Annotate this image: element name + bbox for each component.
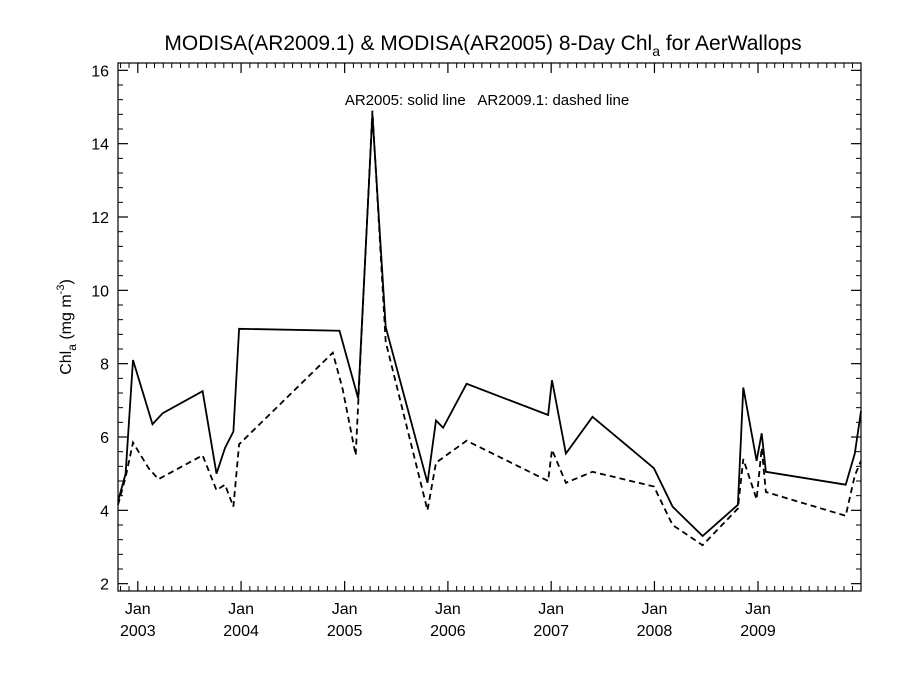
series-line-solid (117, 114, 862, 538)
y-tick-label: 12 (91, 210, 109, 227)
y-axis-label-exponent: -3 (55, 285, 67, 295)
y-axis-label-close: ) (58, 279, 75, 284)
y-tick-label: 10 (91, 283, 109, 300)
y-axis-label-subscript: a (65, 344, 79, 351)
y-axis-label-unit: (mg m (58, 294, 75, 344)
chart-title-subscript: a (652, 43, 660, 59)
y-tick-label: 16 (91, 63, 109, 80)
y-tick-label: 6 (100, 430, 109, 447)
series-line-dashed (117, 110, 862, 547)
x-tick-label-month: Jan (125, 601, 151, 618)
x-tick-label-year: 2008 (637, 623, 673, 640)
x-tick-label-year: 2004 (223, 623, 259, 640)
chart-title: MODISA(AR2009.1) & MODISA(AR2005) 8-Day … (164, 32, 801, 59)
x-tick-label-month: Jan (642, 601, 668, 618)
y-tick-label: 2 (100, 577, 109, 594)
y-axis-label-main: Chl (58, 351, 75, 375)
axes-group: 2 4 6 8 10 12 14 16 Jan 2003 Jan 2004 Jan 2005 Jan 2006… (91, 63, 861, 640)
y-axis-label: Chla (mg m-3) (55, 279, 79, 375)
x-tick-label-year: 2006 (430, 623, 466, 640)
x-tick-label-month: Jan (332, 601, 358, 618)
y-tick-label: 4 (100, 503, 109, 520)
x-tick-label-year: 2009 (740, 623, 776, 640)
chart-title-suffix: for AerWallops (660, 32, 802, 55)
x-tick-label-month: Jan (538, 601, 564, 618)
plot-frame (117, 62, 862, 592)
y-tick-label: 14 (91, 137, 109, 154)
x-tick-label-year: 2007 (533, 623, 569, 640)
chart-title-main: MODISA(AR2009.1) & MODISA(AR2005) 8-Day … (164, 32, 652, 55)
x-tick-label-year: 2005 (327, 623, 363, 640)
x-tick-label-month: Jan (228, 601, 254, 618)
y-tick-label: 8 (100, 357, 109, 374)
legend-annotation: AR2005: solid line AR2009.1: dashed line (345, 92, 629, 109)
x-tick-label-month: Jan (745, 601, 771, 618)
series-group (117, 110, 862, 547)
x-tick-label-month: Jan (435, 601, 461, 618)
x-tick-label-year: 2003 (120, 623, 156, 640)
